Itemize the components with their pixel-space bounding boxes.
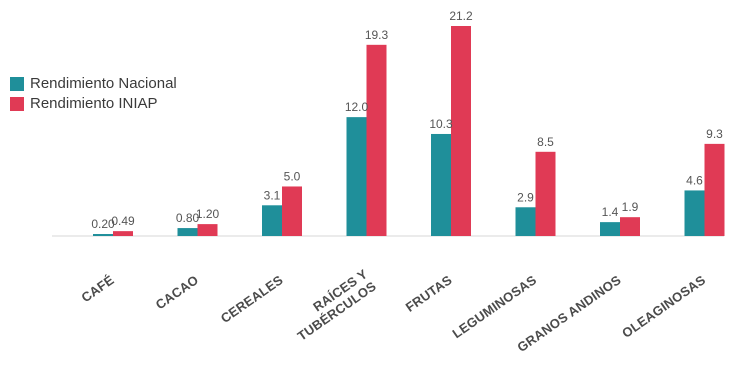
category-label-5: LEGUMINOSAS: [450, 272, 540, 341]
bar-nacional-6: [600, 222, 620, 236]
data-label-nacional-2: 3.1: [264, 188, 281, 202]
bar-nacional-1: [177, 228, 198, 236]
bar-iniap-5: [535, 151, 556, 236]
bar-iniap-7: [704, 143, 725, 236]
data-label-iniap-3: 19.3: [365, 28, 389, 42]
legend-swatch-iniap: [10, 97, 24, 111]
category-label-1: CACAO: [153, 272, 201, 312]
bar-iniap-2: [282, 186, 302, 236]
category-label-4: FRUTAS: [403, 272, 455, 315]
category-label-3: RAÍCES YTUBÉRCULOS: [286, 266, 379, 344]
legend: Rendimiento Nacional Rendimiento INIAP: [10, 74, 177, 114]
bar-nacional-4: [431, 133, 451, 236]
data-label-iniap-1: 1.20: [196, 207, 220, 221]
bar-iniap-4: [451, 26, 471, 236]
bar-nacional-2: [262, 205, 282, 236]
legend-label-iniap: Rendimiento INIAP: [30, 95, 158, 112]
category-label-2: CEREALES: [218, 272, 286, 326]
bar-iniap-1: [197, 224, 218, 236]
legend-swatch-nacional: [10, 77, 24, 91]
data-label-nacional-6: 1.4: [602, 205, 619, 219]
legend-item-nacional: Rendimiento Nacional: [10, 74, 177, 94]
bar-iniap-0: [113, 231, 133, 236]
bar-iniap-6: [620, 217, 640, 236]
bars-layer: [93, 26, 725, 236]
legend-label-nacional: Rendimiento Nacional: [30, 75, 177, 92]
data-label-nacional-0: 0.20: [91, 217, 115, 231]
category-label-0: CAFÉ: [78, 272, 116, 305]
labels-layer: 0.200.49 CAFÉ 0.801.20 CACAO 3.15.0 CEREALES 1…: [78, 9, 723, 355]
data-label-iniap-6: 1.9: [622, 200, 639, 214]
data-label-nacional-1: 0.80: [176, 211, 200, 225]
data-label-nacional-3: 12.0: [345, 100, 369, 114]
data-label-nacional-5: 2.9: [517, 190, 534, 204]
legend-item-iniap: Rendimiento INIAP: [10, 94, 177, 114]
bar-nacional-5: [515, 207, 536, 236]
data-label-iniap-7: 9.3: [706, 127, 723, 141]
bar-iniap-3: [366, 44, 387, 236]
data-label-iniap-2: 5.0: [284, 169, 301, 183]
bar-nacional-3: [346, 117, 367, 236]
category-label-7: OLEAGINOSAS: [619, 272, 708, 341]
data-label-iniap-4: 21.2: [449, 9, 473, 23]
data-label-nacional-7: 4.6: [686, 173, 703, 187]
data-label-nacional-4: 10.3: [429, 117, 453, 131]
bar-nacional-0: [93, 234, 113, 236]
data-label-iniap-0: 0.49: [111, 214, 135, 228]
data-label-iniap-5: 8.5: [537, 135, 554, 149]
bar-nacional-7: [684, 190, 705, 236]
